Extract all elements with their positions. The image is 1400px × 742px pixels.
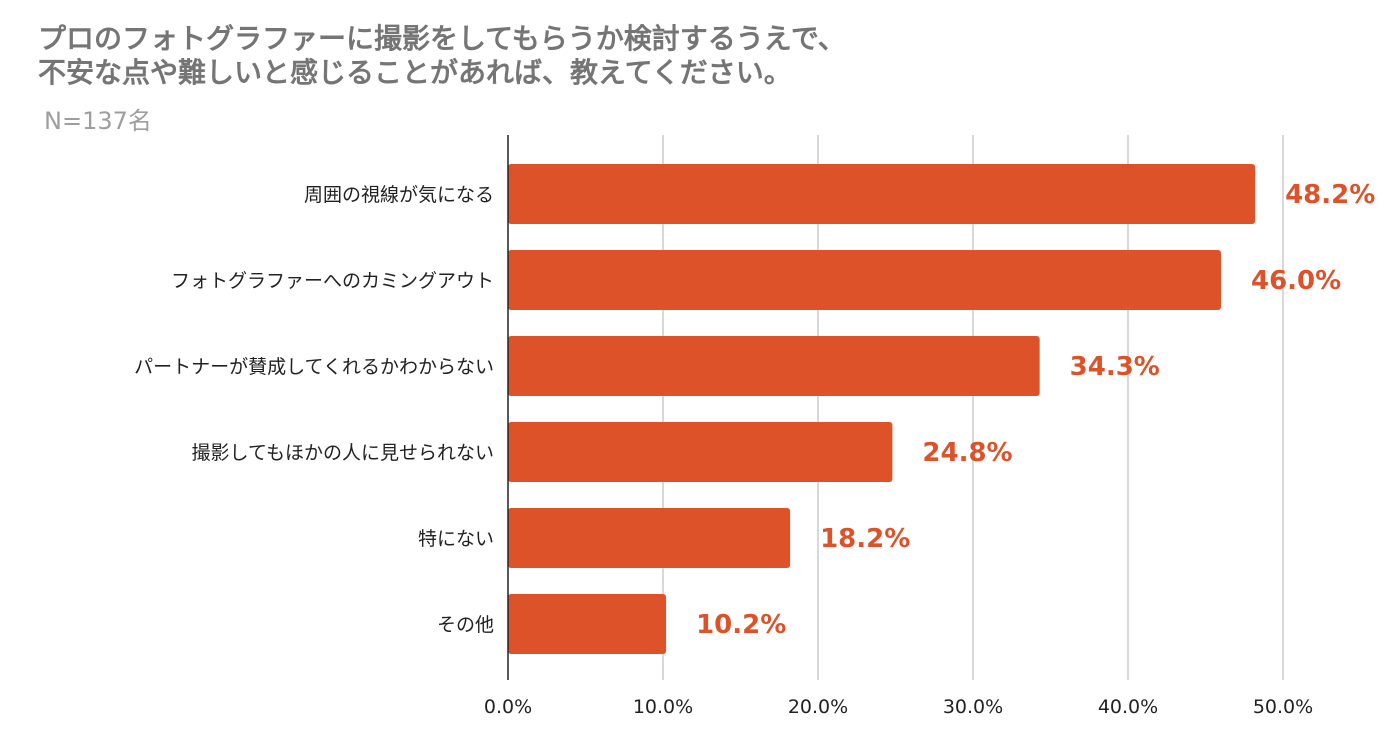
category-label: パートナーが賛成してくれるかわからない <box>134 356 494 378</box>
data-label: 24.8% <box>922 438 1012 468</box>
category-label: 周囲の視線が気になる <box>304 184 494 206</box>
data-labels: 48.2% 46.0% 34.3% 24.8% 18.2% 10.2% <box>696 180 1375 640</box>
data-label: 10.2% <box>696 610 786 640</box>
x-tick-label: 0.0% <box>484 696 532 718</box>
chart-title-line-2: 不安な点や難しいと感じることがあれば、教えてください。 <box>38 56 792 89</box>
bar <box>508 508 791 568</box>
data-label: 34.3% <box>1070 352 1160 382</box>
category-label: 撮影してもほかの人に見せられない <box>192 442 494 464</box>
bar <box>508 164 1256 224</box>
bars <box>508 164 1256 654</box>
x-tick-label: 30.0% <box>943 696 1003 718</box>
x-tick-label: 40.0% <box>1098 696 1158 718</box>
bar <box>508 422 893 482</box>
bar <box>508 336 1040 396</box>
category-labels: 周囲の視線が気になるフォトグラファーへのカミングアウトパートナーが賛成してくれる… <box>134 184 494 636</box>
x-axis-tick-labels: 0.0% 10.0% 20.0% 30.0% 40.0% 50.0% <box>484 696 1313 718</box>
category-label: 特にない <box>418 528 494 550</box>
x-tick-label: 50.0% <box>1253 696 1313 718</box>
bar <box>508 594 667 654</box>
gridlines <box>662 135 1284 680</box>
chart-title: プロのフォトグラファーに撮影をしてもらうか検討するうえで、 不安な点や難しいと感… <box>38 22 846 90</box>
bar <box>508 250 1221 310</box>
category-label: その他 <box>437 614 494 636</box>
category-label: フォトグラファーへのカミングアウト <box>171 270 494 292</box>
chart-title-line-1: プロのフォトグラファーに撮影をしてもらうか検討するうえで、 <box>38 22 846 55</box>
chart-subtitle: N=137名 <box>44 107 152 135</box>
data-label: 46.0% <box>1251 266 1341 296</box>
data-label: 48.2% <box>1285 180 1375 210</box>
x-tick-label: 20.0% <box>788 696 848 718</box>
data-label: 18.2% <box>820 524 910 554</box>
x-tick-label: 10.0% <box>633 696 693 718</box>
